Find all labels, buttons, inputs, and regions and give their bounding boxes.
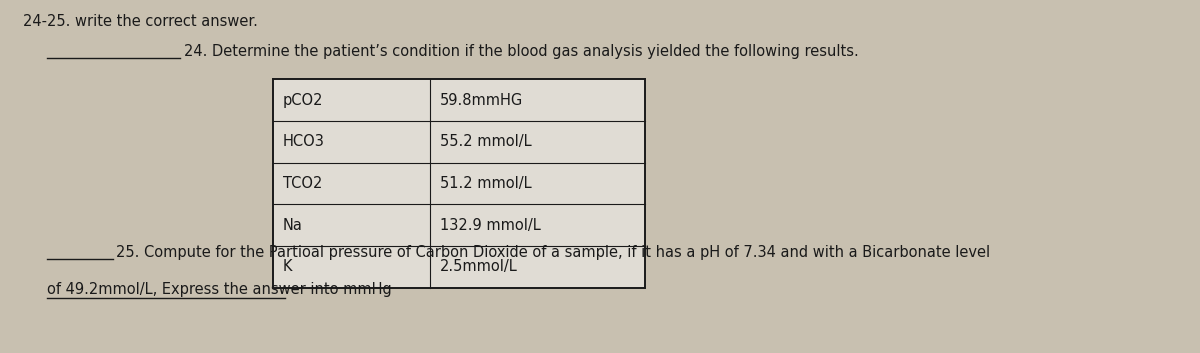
FancyBboxPatch shape	[274, 79, 646, 288]
Text: 51.2 mmol/L: 51.2 mmol/L	[439, 176, 532, 191]
Text: TCO2: TCO2	[282, 176, 322, 191]
Text: 59.8mmHG: 59.8mmHG	[439, 93, 523, 108]
Text: 24-25. write the correct answer.: 24-25. write the correct answer.	[23, 14, 258, 29]
Text: of 49.2mmol/L, Express the answer into mmHg: of 49.2mmol/L, Express the answer into m…	[47, 282, 391, 297]
Text: Na: Na	[282, 218, 302, 233]
Text: 2.5mmol/L: 2.5mmol/L	[439, 259, 517, 274]
Text: HCO3: HCO3	[282, 134, 324, 149]
Text: 24. Determine the patient’s condition if the blood gas analysis yielded the foll: 24. Determine the patient’s condition if…	[184, 44, 858, 59]
Text: pCO2: pCO2	[282, 93, 323, 108]
Text: 132.9 mmol/L: 132.9 mmol/L	[439, 218, 540, 233]
Text: K: K	[282, 259, 292, 274]
Text: 55.2 mmol/L: 55.2 mmol/L	[439, 134, 532, 149]
Text: 25. Compute for the Partioal pressure of Carbon Dioxide of a sample, if it has a: 25. Compute for the Partioal pressure of…	[116, 245, 990, 260]
